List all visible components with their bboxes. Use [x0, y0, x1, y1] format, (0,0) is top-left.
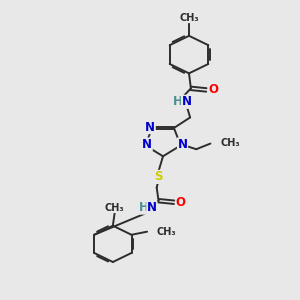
Text: N: N	[178, 138, 188, 151]
Text: H: H	[173, 95, 183, 108]
Text: O: O	[208, 83, 218, 96]
Text: CH₃: CH₃	[105, 202, 124, 213]
Text: CH₃: CH₃	[179, 13, 199, 23]
Text: CH₃: CH₃	[221, 138, 240, 148]
Text: N: N	[142, 138, 152, 151]
Text: CH₃: CH₃	[157, 227, 176, 237]
Text: S: S	[154, 170, 163, 183]
Text: N: N	[147, 201, 157, 214]
Text: H: H	[139, 201, 148, 214]
Text: O: O	[176, 196, 186, 209]
Text: N: N	[182, 95, 191, 108]
Text: N: N	[145, 121, 155, 134]
